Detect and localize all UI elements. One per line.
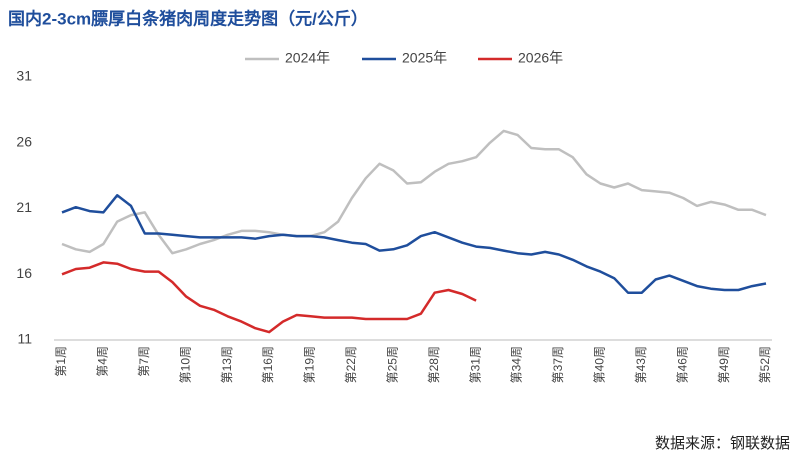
- y-tick-label: 16: [16, 265, 32, 281]
- x-tick-label: 第22周: [344, 346, 358, 383]
- legend-label: 2026年: [518, 50, 563, 66]
- source-note: 数据来源：钢联数据: [655, 434, 790, 452]
- x-tick-label: 第31周: [468, 346, 482, 383]
- y-tick-label: 21: [16, 199, 32, 215]
- series-line: [61, 261, 477, 334]
- x-tick-label: 第28周: [427, 346, 441, 383]
- y-tick-label: 11: [17, 331, 32, 347]
- x-tick-label: 第40周: [593, 346, 607, 383]
- x-tick-label: 第13周: [220, 346, 234, 383]
- series-line: [61, 129, 767, 255]
- legend-label: 2024年: [285, 50, 330, 66]
- chart-title: 国内2-3cm膘厚白条猪肉周度走势图（元/公斤）: [8, 8, 368, 28]
- series-line: [61, 194, 767, 294]
- x-tick-label: 第19周: [303, 346, 317, 383]
- x-tick-label: 第1周: [54, 346, 68, 377]
- y-tick-label: 31: [16, 68, 32, 84]
- x-tick-label: 第34周: [510, 346, 524, 383]
- x-tick-label: 第46周: [675, 346, 689, 383]
- x-tick-label: 第37周: [551, 346, 565, 383]
- x-tick-label: 第16周: [261, 346, 275, 383]
- x-tick-label: 第25周: [385, 346, 399, 383]
- x-tick-label: 第49周: [717, 346, 731, 383]
- x-tick-label: 第52周: [758, 346, 772, 383]
- legend-label: 2025年: [402, 50, 447, 66]
- x-tick-label: 第4周: [96, 346, 110, 377]
- x-tick-label: 第7周: [137, 346, 151, 377]
- x-tick-label: 第43周: [634, 346, 648, 383]
- x-tick-label: 第10周: [178, 346, 192, 383]
- y-tick-label: 26: [16, 133, 32, 149]
